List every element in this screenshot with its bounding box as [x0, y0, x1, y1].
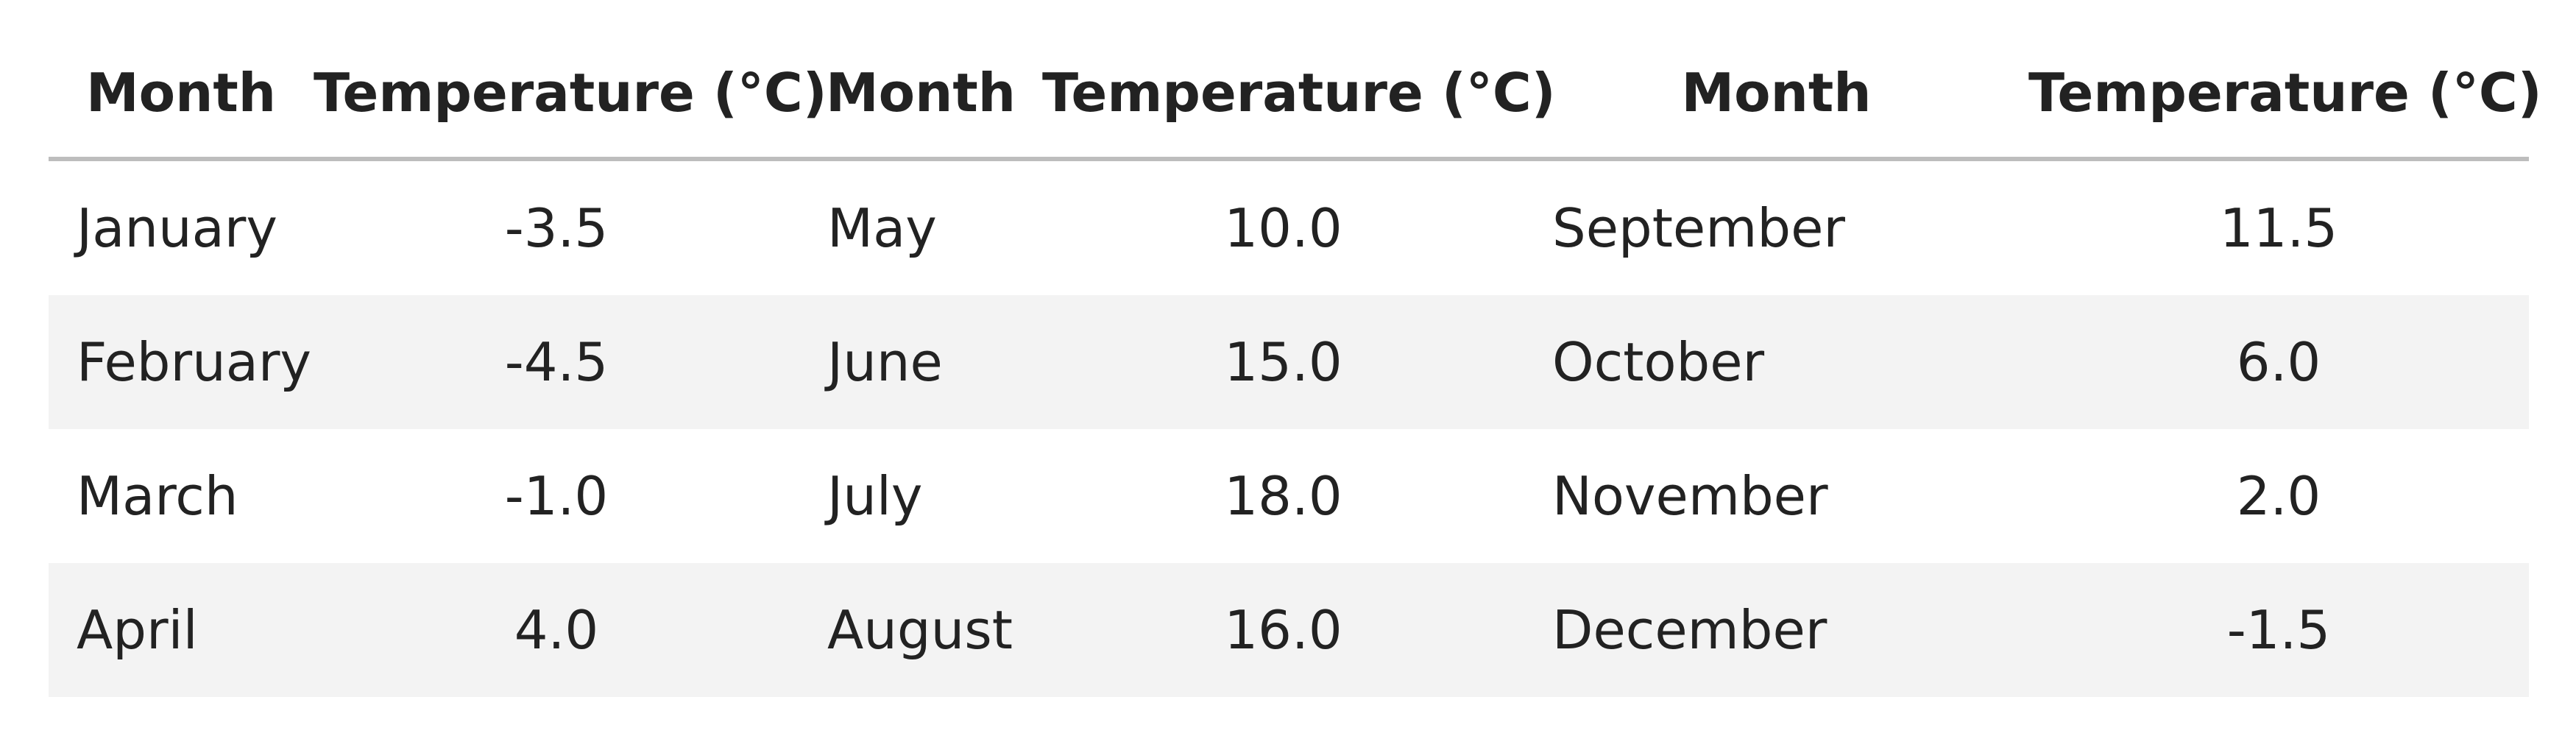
month-cell: December	[1524, 563, 2028, 697]
temperature-table: Month Temperature (°C) Month Temperature…	[49, 28, 2542, 697]
month-cell: April	[49, 563, 314, 697]
table-row: March -1.0 July 18.0 November 2.0	[49, 429, 2529, 563]
month-cell: February	[49, 295, 314, 429]
temperature-table-container: Month Temperature (°C) Month Temperature…	[49, 28, 2542, 697]
temperature-cell: 16.0	[1042, 563, 1524, 697]
header-temperature-3: Temperature (°C)	[2028, 28, 2542, 161]
temperature-cell: -1.5	[2028, 563, 2529, 697]
temperature-cell: 2.0	[2236, 465, 2321, 527]
temperature-cell: -4.5	[314, 295, 799, 429]
month-cell: November	[1552, 465, 1828, 527]
month-cell: October	[1524, 295, 2028, 429]
temperature-cell: 15.0	[1042, 295, 1524, 429]
header-month-3: Month	[1524, 28, 2028, 161]
month-cell: March	[77, 465, 238, 527]
table-body: January -3.5 May 10.0 September 11.5 February -…	[49, 159, 2529, 697]
month-cell: May	[827, 197, 937, 259]
temperature-cell: 6.0	[2028, 295, 2529, 429]
header-temperature-2: Temperature (°C)	[1042, 28, 1556, 161]
header-temperature-1: Temperature (°C)	[314, 28, 827, 161]
month-cell: September	[1552, 197, 1845, 259]
temperature-cell: -3.5	[504, 197, 609, 259]
month-cell: January	[77, 197, 277, 259]
table-header: Month Temperature (°C) Month Temperature…	[49, 28, 2542, 161]
temperature-cell: 11.5	[2219, 197, 2338, 259]
temperature-cell: -1.0	[504, 465, 609, 527]
temperature-cell: 10.0	[1224, 197, 1342, 259]
month-cell: July	[827, 465, 923, 527]
header-month-2: Month	[799, 28, 1042, 161]
temperature-cell: 4.0	[314, 563, 799, 697]
month-cell: August	[799, 563, 1042, 697]
table-row: February -4.5 June 15.0 October 6.0	[49, 295, 2529, 429]
table-row: April 4.0 August 16.0 December -1.5	[49, 563, 2529, 697]
header-month-1: Month	[49, 28, 314, 161]
month-cell: June	[799, 295, 1042, 429]
header-row: Month Temperature (°C) Month Temperature…	[49, 28, 2542, 161]
table-row: January -3.5 May 10.0 September 11.5	[49, 159, 2529, 295]
temperature-cell: 18.0	[1224, 465, 1342, 527]
